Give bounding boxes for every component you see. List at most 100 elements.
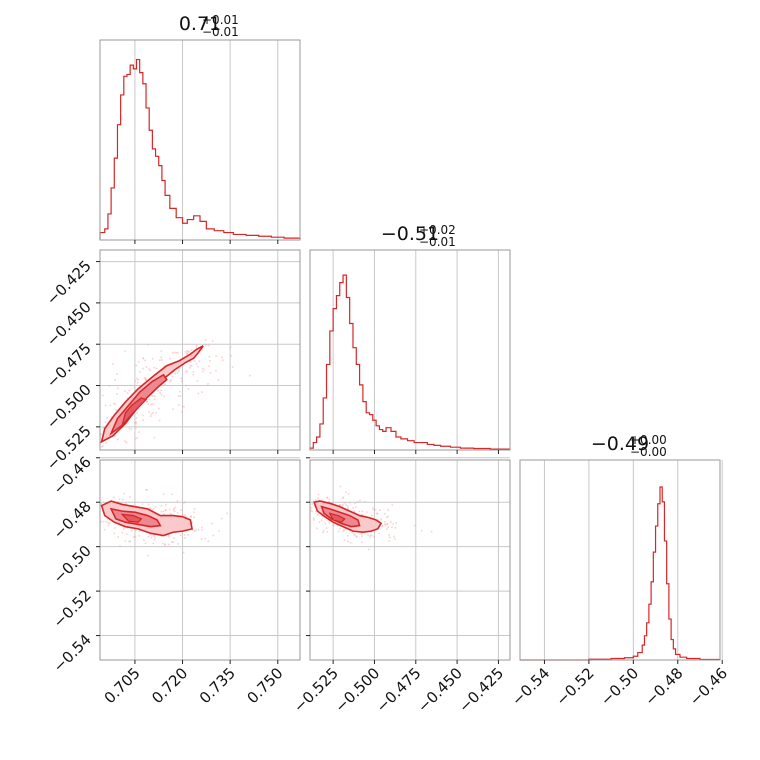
scatter-point-p0_p2-215 [154, 537, 156, 539]
scatter-point-p0_p2-33 [190, 516, 192, 518]
title-p1-minus: −0.01 [419, 235, 456, 249]
scatter-point-p0_p2-137 [195, 529, 197, 531]
scatter-point-p1_p2-106 [367, 534, 369, 537]
scatter-point-p0_p1-195 [147, 343, 149, 346]
scatter-point-p0_p2-224 [153, 535, 155, 537]
scatter-point-p1_p2-9 [313, 519, 315, 521]
scatter-point-p0_p2-28 [177, 543, 179, 545]
scatter-point-p1_p2-246 [355, 535, 358, 537]
histogram-p2 [520, 486, 721, 661]
scatter-point-p0_p1-189 [211, 340, 214, 342]
scatter-point-p0_p2-167 [153, 538, 156, 541]
scatter-point-p1_p2-48 [328, 501, 330, 503]
scatter-point-p0_p2-174 [171, 493, 173, 496]
scatter-point-p0_p1-167 [142, 357, 145, 360]
scatter-point-p0_p2-147 [118, 498, 121, 501]
scatter-point-p0_p2-259 [145, 488, 147, 491]
scatter-point-p0_p1-121 [204, 344, 207, 347]
scatter-point-p0_p1-135 [137, 378, 139, 381]
scatter-point-p0_p1-117 [151, 357, 154, 360]
scatter-point-p0_p1-247 [135, 422, 137, 425]
scatter-point-p0_p1-231 [171, 352, 174, 354]
scatter-point-p0_p2-238 [165, 509, 167, 512]
scatter-point-p1_p2-179 [384, 512, 386, 515]
scatter-point-p0_p2-4 [100, 502, 103, 505]
scatter-point-p0_p2-258 [134, 529, 137, 532]
scatter-point-p0_p1-80 [189, 366, 191, 369]
scatter-point-p0_p1-249 [197, 392, 200, 395]
scatter-point-p0_p2-206 [200, 526, 203, 529]
scatter-point-p0_p1-170 [190, 349, 193, 352]
scatter-point-p0_p2-211 [141, 503, 144, 505]
scatter-point-p1_p2-160 [326, 496, 328, 499]
scatter-point-p0_p1-77 [221, 359, 224, 362]
scatter-point-p1_p2-149 [360, 533, 363, 535]
scatter-point-p0_p1-174 [151, 394, 153, 397]
scatter-point-p1_p2-242 [337, 530, 340, 533]
scatter-point-p0_p2-180 [119, 545, 121, 547]
scatter-point-p1_p2-11 [413, 524, 416, 527]
scatter-point-p0_p2-212 [176, 500, 179, 502]
scatter-point-p0_p2-17 [173, 510, 176, 513]
scatter-point-p1_p2-156 [339, 485, 342, 488]
y-tick-label-p1-1: −0.500 [43, 381, 95, 433]
scatter-point-p0_p1-37 [208, 355, 211, 358]
scatter-point-p0_p2-13 [147, 554, 149, 557]
scatter-point-p0_p1-202 [153, 366, 155, 369]
scatter-point-p1_p2-165 [313, 505, 316, 507]
scatter-point-p1_p2-38 [346, 534, 349, 537]
scatter-point-p0_p1-122 [145, 366, 148, 368]
contour-core-p1_p2 [328, 512, 346, 523]
scatter-point-p1_p2-81 [310, 509, 312, 512]
x-tick-label-p2-2: −0.50 [597, 664, 642, 709]
scatter-point-p0_p2-234 [168, 535, 170, 538]
scatter-point-p1_p2-174 [315, 499, 317, 501]
scatter-point-p0_p1-67 [138, 371, 141, 373]
title-p2-minus: −0.00 [630, 445, 667, 459]
scatter-point-p1_p2-213 [353, 511, 356, 514]
scatter-point-p0_p1-48 [135, 417, 138, 419]
scatter-point-p0_p2-41 [193, 511, 195, 514]
scatter-point-p1_p2-185 [339, 527, 341, 530]
title-p1-value: −0.51 [381, 223, 439, 245]
scatter-point-p1_p2-80 [342, 503, 344, 506]
scatter-point-p0_p1-137 [193, 360, 196, 362]
x-tick-label-p1-4: −0.425 [455, 664, 507, 716]
scatter-point-p1_p2-226 [322, 529, 325, 532]
x-tick-label-p1-2: −0.475 [373, 664, 425, 716]
x-tick-label-p1-3: −0.450 [414, 664, 466, 716]
scatter-point-p0_p2-6 [148, 507, 151, 510]
scatter-point-p0_p1-75 [145, 378, 148, 381]
scatter-point-p0_p1-203 [174, 372, 176, 375]
scatter-point-p0_p2-122 [121, 498, 124, 501]
scatter-point-p0_p2-20 [204, 537, 207, 540]
scatter-point-p0_p2-74 [226, 512, 228, 515]
scatter-point-p1_p2-166 [361, 535, 363, 537]
scatter-point-p1_p2-217 [315, 510, 317, 513]
scatter-point-p0_p1-19 [196, 380, 199, 382]
scatter-point-p0_p1-99 [148, 368, 151, 371]
scatter-point-p0_p1-178 [173, 351, 176, 354]
scatter-point-p1_p2-35 [328, 522, 331, 524]
scatter-point-p0_p2-175 [186, 534, 189, 536]
scatter-point-p0_p1-61 [186, 352, 188, 355]
scatter-point-p0_p1-23 [198, 360, 201, 362]
scatter-point-p1_p2-64 [372, 507, 374, 509]
panel-frame-2-2 [519, 459, 721, 661]
scatter-point-p0_p1-95 [152, 403, 154, 406]
scatter-point-p0_p2-151 [180, 509, 182, 512]
scatter-point-p1_p2-187 [361, 510, 364, 513]
panel-frame-2-0 [99, 459, 301, 661]
scatter-point-p0_p1-87 [128, 389, 131, 392]
scatter-point-p0_p1-74 [130, 428, 133, 431]
scatter-point-p0_p1-164 [180, 380, 183, 382]
scatter-point-p0_p1-119 [207, 344, 210, 347]
scatter-point-p0_p1-88 [125, 441, 128, 444]
scatter-point-p1_p2-126 [316, 527, 318, 530]
scatter-point-p0_p1-54 [217, 379, 220, 381]
scatter-point-p1_p2-173 [352, 507, 354, 509]
panel-frame-1-0 [99, 249, 301, 451]
scatter-point-p0_p1-179 [116, 393, 118, 395]
scatter-point-p1_p2-194 [370, 534, 373, 537]
scatter-point-p0_p2-225 [138, 529, 141, 532]
